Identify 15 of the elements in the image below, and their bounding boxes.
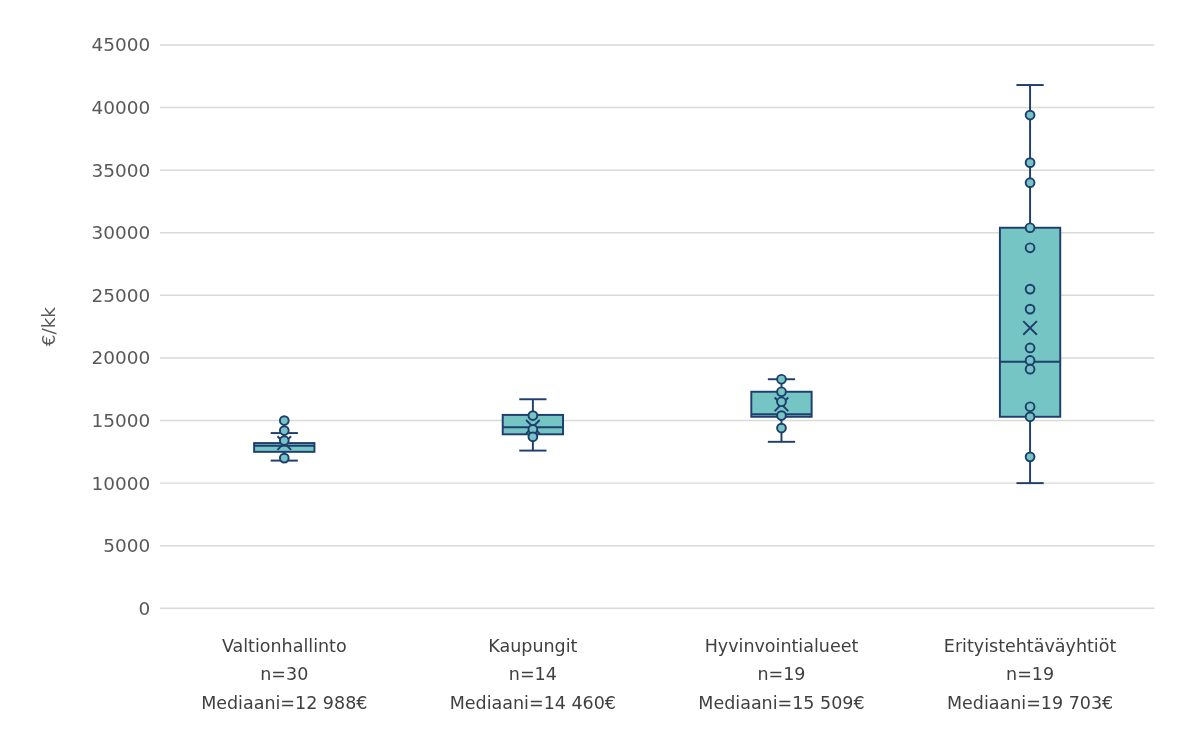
y-tick-label: 45000 — [91, 34, 151, 56]
y-tick-label: 35000 — [91, 159, 151, 181]
y-tick-label: 5000 — [103, 535, 151, 557]
y-tick-label: 25000 — [91, 284, 151, 306]
y-tick-label: 10000 — [91, 472, 151, 494]
y-tick-label: 40000 — [91, 97, 151, 119]
x-tick-label: Hyvinvointialueet n=19 Mediaani=15 509€ — [698, 636, 865, 713]
y-tick-label: 30000 — [91, 222, 151, 244]
x-tick-label: Valtionhallinto n=30 Mediaani=12 988€ — [201, 636, 368, 713]
y-tick-label: 20000 — [91, 347, 151, 369]
y-tick-label: 15000 — [91, 410, 151, 432]
y-tick-label: 0 — [138, 597, 151, 619]
x-tick-label: Kaupungit n=14 Mediaani=14 460€ — [449, 636, 617, 713]
y-axis-title: €/kk — [37, 306, 59, 347]
x-tick-label: Erityistehtäväyhtiöt n=19 Mediaani=19 703€ — [943, 636, 1117, 713]
